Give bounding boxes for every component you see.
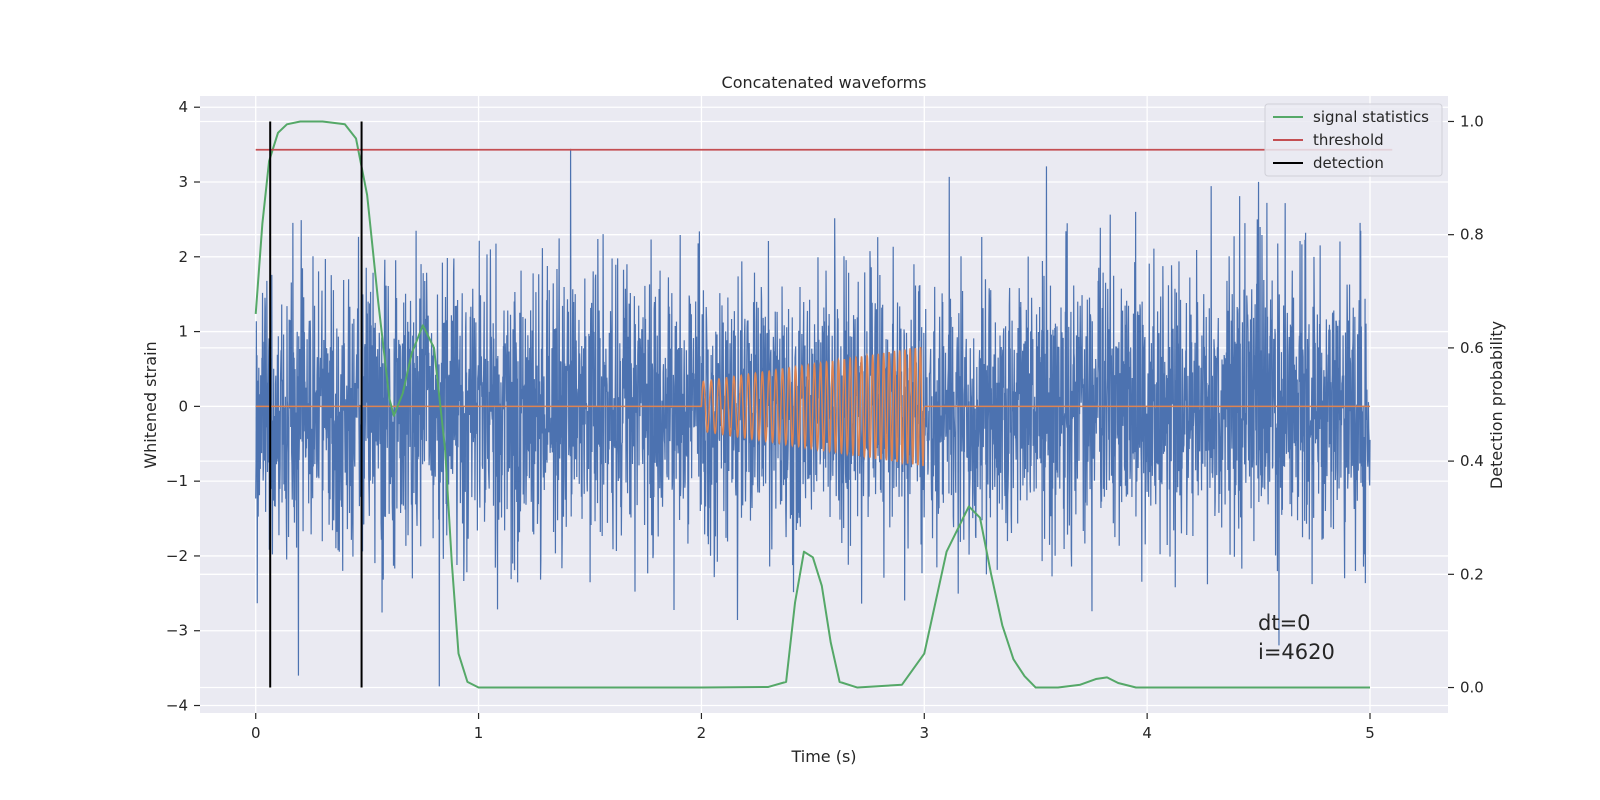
x-tick-label: 0	[251, 724, 261, 742]
injected-signal-series	[255, 347, 1370, 467]
axis-ticks: 0 1 2 3 4 5 4 3 2 1 0 −1 −2 −3 −4 1.0 0.8 0.6 0.4 0.2 0.0	[166, 98, 1484, 742]
y-tick-label-right: 0.2	[1460, 565, 1484, 583]
x-tick-label: 4	[1142, 724, 1152, 742]
chart-title: Concatenated waveforms	[722, 73, 927, 92]
y-tick-label-left: −2	[166, 547, 188, 565]
signal-statistics-line	[254, 120, 1370, 689]
x-tick-label: 5	[1365, 724, 1375, 742]
x-tick-label: 3	[920, 724, 930, 742]
y-tick-label-right: 0.8	[1460, 226, 1484, 244]
legend-label-threshold: threshold	[1313, 131, 1384, 149]
legend-box	[1264, 103, 1443, 177]
legend: signal statistics threshold detection	[1264, 103, 1443, 177]
y-tick-label-left: −3	[166, 622, 188, 640]
x-axis-title: Time (s)	[790, 747, 856, 766]
signal-statistics-series	[254, 120, 1393, 689]
x-tick-label: 2	[697, 724, 707, 742]
y-tick-label-left: −1	[166, 472, 188, 490]
legend-label-signal-statistics: signal statistics	[1313, 108, 1429, 126]
y-tick-label-left: 0	[178, 397, 188, 415]
y-tick-label-left: 1	[178, 323, 188, 341]
x-tick-label: 1	[474, 724, 484, 742]
y-axis-title-left: Whitened strain	[141, 341, 160, 468]
injected-signal-line	[255, 347, 1370, 467]
y-tick-label-left: 3	[178, 173, 188, 191]
y-tick-label-right: 0.6	[1460, 339, 1484, 357]
y-axis-title-right: Detection probability	[1487, 321, 1506, 489]
annotation: dt=0 i=4620	[1258, 611, 1335, 664]
annotation-dt: dt=0	[1258, 611, 1311, 635]
y-tick-label-left: 4	[178, 98, 188, 116]
y-tick-label-right: 1.0	[1460, 112, 1484, 130]
y-tick-label-left: −4	[166, 697, 188, 715]
y-tick-label-left: 2	[178, 248, 188, 266]
y-tick-label-right: 0.0	[1460, 679, 1484, 697]
annotation-i: i=4620	[1258, 640, 1335, 664]
legend-label-detection: detection	[1313, 154, 1384, 172]
y-tick-label-right: 0.4	[1460, 452, 1484, 470]
